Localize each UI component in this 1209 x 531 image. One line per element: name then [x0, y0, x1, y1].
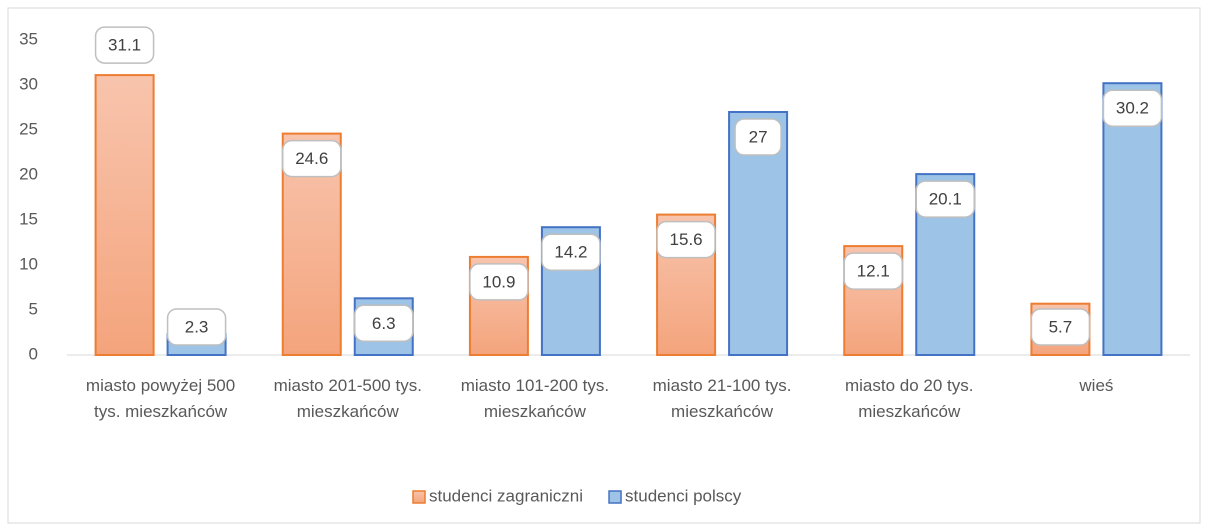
y-tick-label: 10 [19, 254, 38, 273]
data-label: 14.2 [554, 243, 587, 262]
x-tick-label: miasto 101-200 tys. mieszkańców [460, 376, 610, 421]
y-tick-label: 5 [29, 299, 38, 318]
data-label-box [282, 139, 342, 178]
data-label: 24.6 [295, 149, 328, 168]
y-tick-label: 15 [19, 209, 38, 228]
data-label-box [166, 308, 227, 346]
x-tick-label: miasto 21-100 tys. mieszkańców [652, 376, 792, 421]
y-tick-label: 35 [19, 29, 38, 48]
legend-swatch [412, 490, 426, 504]
data-label-box [734, 118, 782, 156]
legend-label: studenci polscy [625, 486, 742, 505]
x-tick-label: wieś [1079, 376, 1114, 395]
data-label-box [843, 252, 903, 290]
x-tick-label: miasto do 20 tys. mieszkańców [844, 376, 974, 421]
data-label-box [656, 220, 716, 259]
data-label: 6.3 [372, 314, 396, 333]
bar [1102, 82, 1163, 356]
data-label-box [1030, 308, 1091, 346]
data-label-box [1102, 89, 1163, 127]
chart-border [7, 7, 1201, 524]
data-label: 2.3 [185, 317, 209, 336]
legend-label: studenci zagraniczni [429, 486, 583, 505]
data-label: 30.2 [1116, 99, 1149, 118]
y-tick-label: 30 [19, 74, 38, 93]
data-label: 31.1 [108, 36, 141, 55]
data-label-box [915, 180, 975, 218]
data-label: 27 [749, 127, 768, 146]
legend-swatch [608, 490, 622, 504]
y-tick-label: 25 [19, 119, 38, 138]
y-tick-label: 20 [19, 164, 38, 183]
x-tick-label: miasto 201-500 tys. mieszkańców [273, 376, 422, 421]
data-label-box [94, 26, 155, 64]
data-label-box [354, 304, 414, 343]
data-label: 10.9 [482, 272, 515, 291]
data-label: 15.6 [670, 230, 703, 249]
data-label: 12.1 [857, 262, 890, 281]
x-tick-label: miasto powyżej 500 tys. mieszkańców [85, 376, 236, 421]
data-label-box [541, 233, 601, 271]
data-label: 20.1 [929, 190, 962, 209]
y-tick-label: 0 [29, 344, 38, 363]
bar [94, 74, 155, 356]
data-label-box [469, 263, 529, 301]
data-label: 5.7 [1049, 317, 1073, 336]
